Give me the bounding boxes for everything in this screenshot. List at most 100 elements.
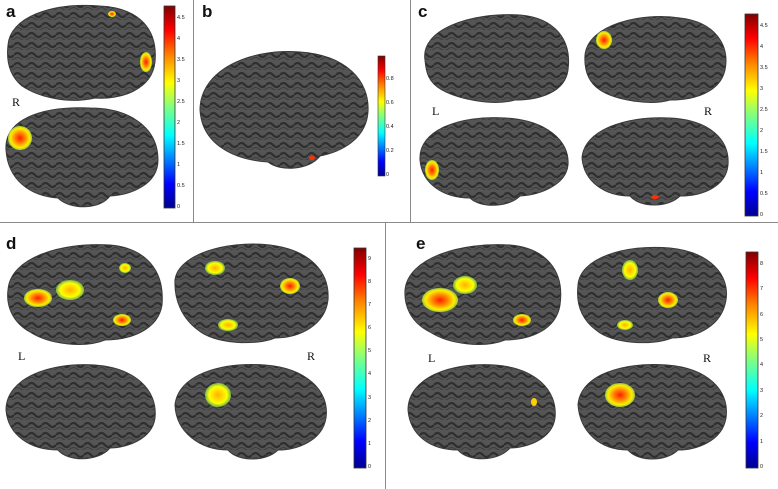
colorbar-tick-label: 8 xyxy=(368,278,372,285)
panel-d-medial-right xyxy=(174,364,327,460)
divider-horizontal xyxy=(0,222,778,223)
panel-d-activation-4 xyxy=(119,263,131,273)
panel-e-activation-4 xyxy=(622,260,638,280)
divider-a-b xyxy=(193,0,194,222)
panel-a-medial-brain xyxy=(5,107,159,208)
panel-a-colorbar xyxy=(163,5,176,209)
divider-b-c xyxy=(410,0,411,222)
panel-d-activation-5 xyxy=(205,261,225,275)
panel-a-lateral-brain xyxy=(7,4,156,101)
colorbar-tick-label: 0 xyxy=(368,464,372,470)
panel-e-activation-3 xyxy=(513,314,531,326)
panel-e-lateral-right xyxy=(577,246,727,344)
panel-d-side-l: L xyxy=(18,349,26,363)
panel-a-activation-1 xyxy=(140,52,152,72)
colorbar-tick-label: 2.5 xyxy=(177,98,185,105)
colorbar-tick-label: 3 xyxy=(177,77,181,84)
panel-d-brains xyxy=(5,243,329,460)
panel-e-brains xyxy=(404,244,727,460)
colorbar-tick-label: 2 xyxy=(760,413,764,420)
colorbar-tick-label: 8 xyxy=(760,260,764,267)
panel-d-activation-6 xyxy=(280,278,300,294)
colorbar-tick-label: 1 xyxy=(177,161,181,168)
colorbar-tick-label: 3 xyxy=(760,85,764,92)
colorbar-tick-label: 0.6 xyxy=(386,100,394,106)
panel-b-label: b xyxy=(202,2,213,21)
colorbar-tick-label: 4.5 xyxy=(177,14,185,21)
panel-b-medial-brain xyxy=(199,51,369,169)
colorbar-tick-label: 7 xyxy=(760,286,764,293)
panel-b-brains xyxy=(199,51,369,169)
panel-c-activation-1 xyxy=(596,31,612,49)
colorbar-tick-label: 0 xyxy=(760,212,764,218)
colorbar-tick-label: 3 xyxy=(760,387,764,394)
panel-d-side-r: R xyxy=(307,349,316,363)
colorbar-tick-label: 1 xyxy=(760,169,764,176)
panel-d-activation-8 xyxy=(205,383,231,407)
panel-b-colorbar xyxy=(377,55,386,177)
panel-e-activation-6 xyxy=(617,320,633,330)
panel-a-activation-2 xyxy=(108,11,116,17)
panel-e-side-l: L xyxy=(428,351,436,365)
panel-a-side-r: R xyxy=(12,95,21,109)
panel-e-activation-1 xyxy=(422,288,458,312)
colorbar-tick-label: 2 xyxy=(177,119,181,126)
panel-d-activation-7 xyxy=(218,319,238,331)
colorbar-tick-label: 7 xyxy=(368,301,372,308)
panel-a-brains xyxy=(5,4,159,208)
panel-e-activation-7 xyxy=(531,398,537,406)
panel-d-colorbar xyxy=(353,247,367,469)
colorbar-tick-label: 0.2 xyxy=(386,148,394,154)
colorbar-tick-label: 0.5 xyxy=(760,190,768,197)
divider-d-e xyxy=(385,223,386,489)
colorbar-tick-label: 0 xyxy=(760,464,764,470)
colorbar-tick-label: 0.5 xyxy=(177,182,185,189)
panel-e-medial-left xyxy=(407,364,556,460)
colorbar-tick-label: 1.5 xyxy=(760,148,768,155)
panel-a-label: a xyxy=(6,2,16,21)
panel-c-activation-3 xyxy=(651,195,659,199)
colorbar-tick-label: 0 xyxy=(386,172,390,178)
colorbar-tick-label: 4 xyxy=(760,362,764,369)
panel-e-activation-5 xyxy=(658,292,678,308)
panel-c-side-r: R xyxy=(704,104,713,118)
panel-c-activation-2 xyxy=(425,160,439,180)
panel-e-label: e xyxy=(416,234,426,253)
panel-e-activation-2 xyxy=(453,276,477,294)
colorbar-tick-label: 6 xyxy=(760,311,764,318)
colorbar-tick-label: 6 xyxy=(368,325,372,332)
panel-b-activation xyxy=(309,156,315,160)
panel-c-colorbar xyxy=(744,13,759,217)
colorbar-tick-label: 2 xyxy=(368,417,372,424)
panel-d-activation-1 xyxy=(24,289,52,307)
colorbar-tick-label: 4.5 xyxy=(760,22,768,29)
panel-c-medial-left xyxy=(419,117,569,206)
panel-c-lateral-right xyxy=(584,16,727,103)
panel-e-side-r: R xyxy=(703,351,712,365)
colorbar-tick-label: 1 xyxy=(760,438,764,445)
colorbar-tick-label: 0 xyxy=(177,204,181,210)
colorbar-tick-label: 9 xyxy=(368,255,372,262)
panel-a-activation-3 xyxy=(8,126,32,150)
panel-d-activation-2 xyxy=(56,280,84,300)
panel-d-activation-3 xyxy=(113,314,131,326)
panel-e-medial-right xyxy=(577,364,727,460)
panel-c-medial-right xyxy=(581,117,729,206)
panel-e-colorbar xyxy=(745,251,759,469)
panel-c-label: c xyxy=(418,2,428,21)
panel-d-lateral-right xyxy=(174,243,329,344)
panel-c-brains xyxy=(419,14,729,206)
colorbar-tick-label: 5 xyxy=(760,336,764,343)
panel-d-label: d xyxy=(6,234,17,253)
colorbar-tick-label: 1 xyxy=(368,440,372,447)
colorbar-tick-label: 1.5 xyxy=(177,140,185,147)
colorbar-tick-label: 0.4 xyxy=(386,124,394,130)
colorbar-tick-label: 2.5 xyxy=(760,106,768,113)
panel-c-side-l: L xyxy=(432,104,440,118)
panel-c-lateral-left xyxy=(424,14,570,103)
colorbar-tick-label: 3 xyxy=(368,394,372,401)
colorbar-tick-label: 4 xyxy=(177,35,181,42)
colorbar-tick-label: 4 xyxy=(760,43,764,50)
